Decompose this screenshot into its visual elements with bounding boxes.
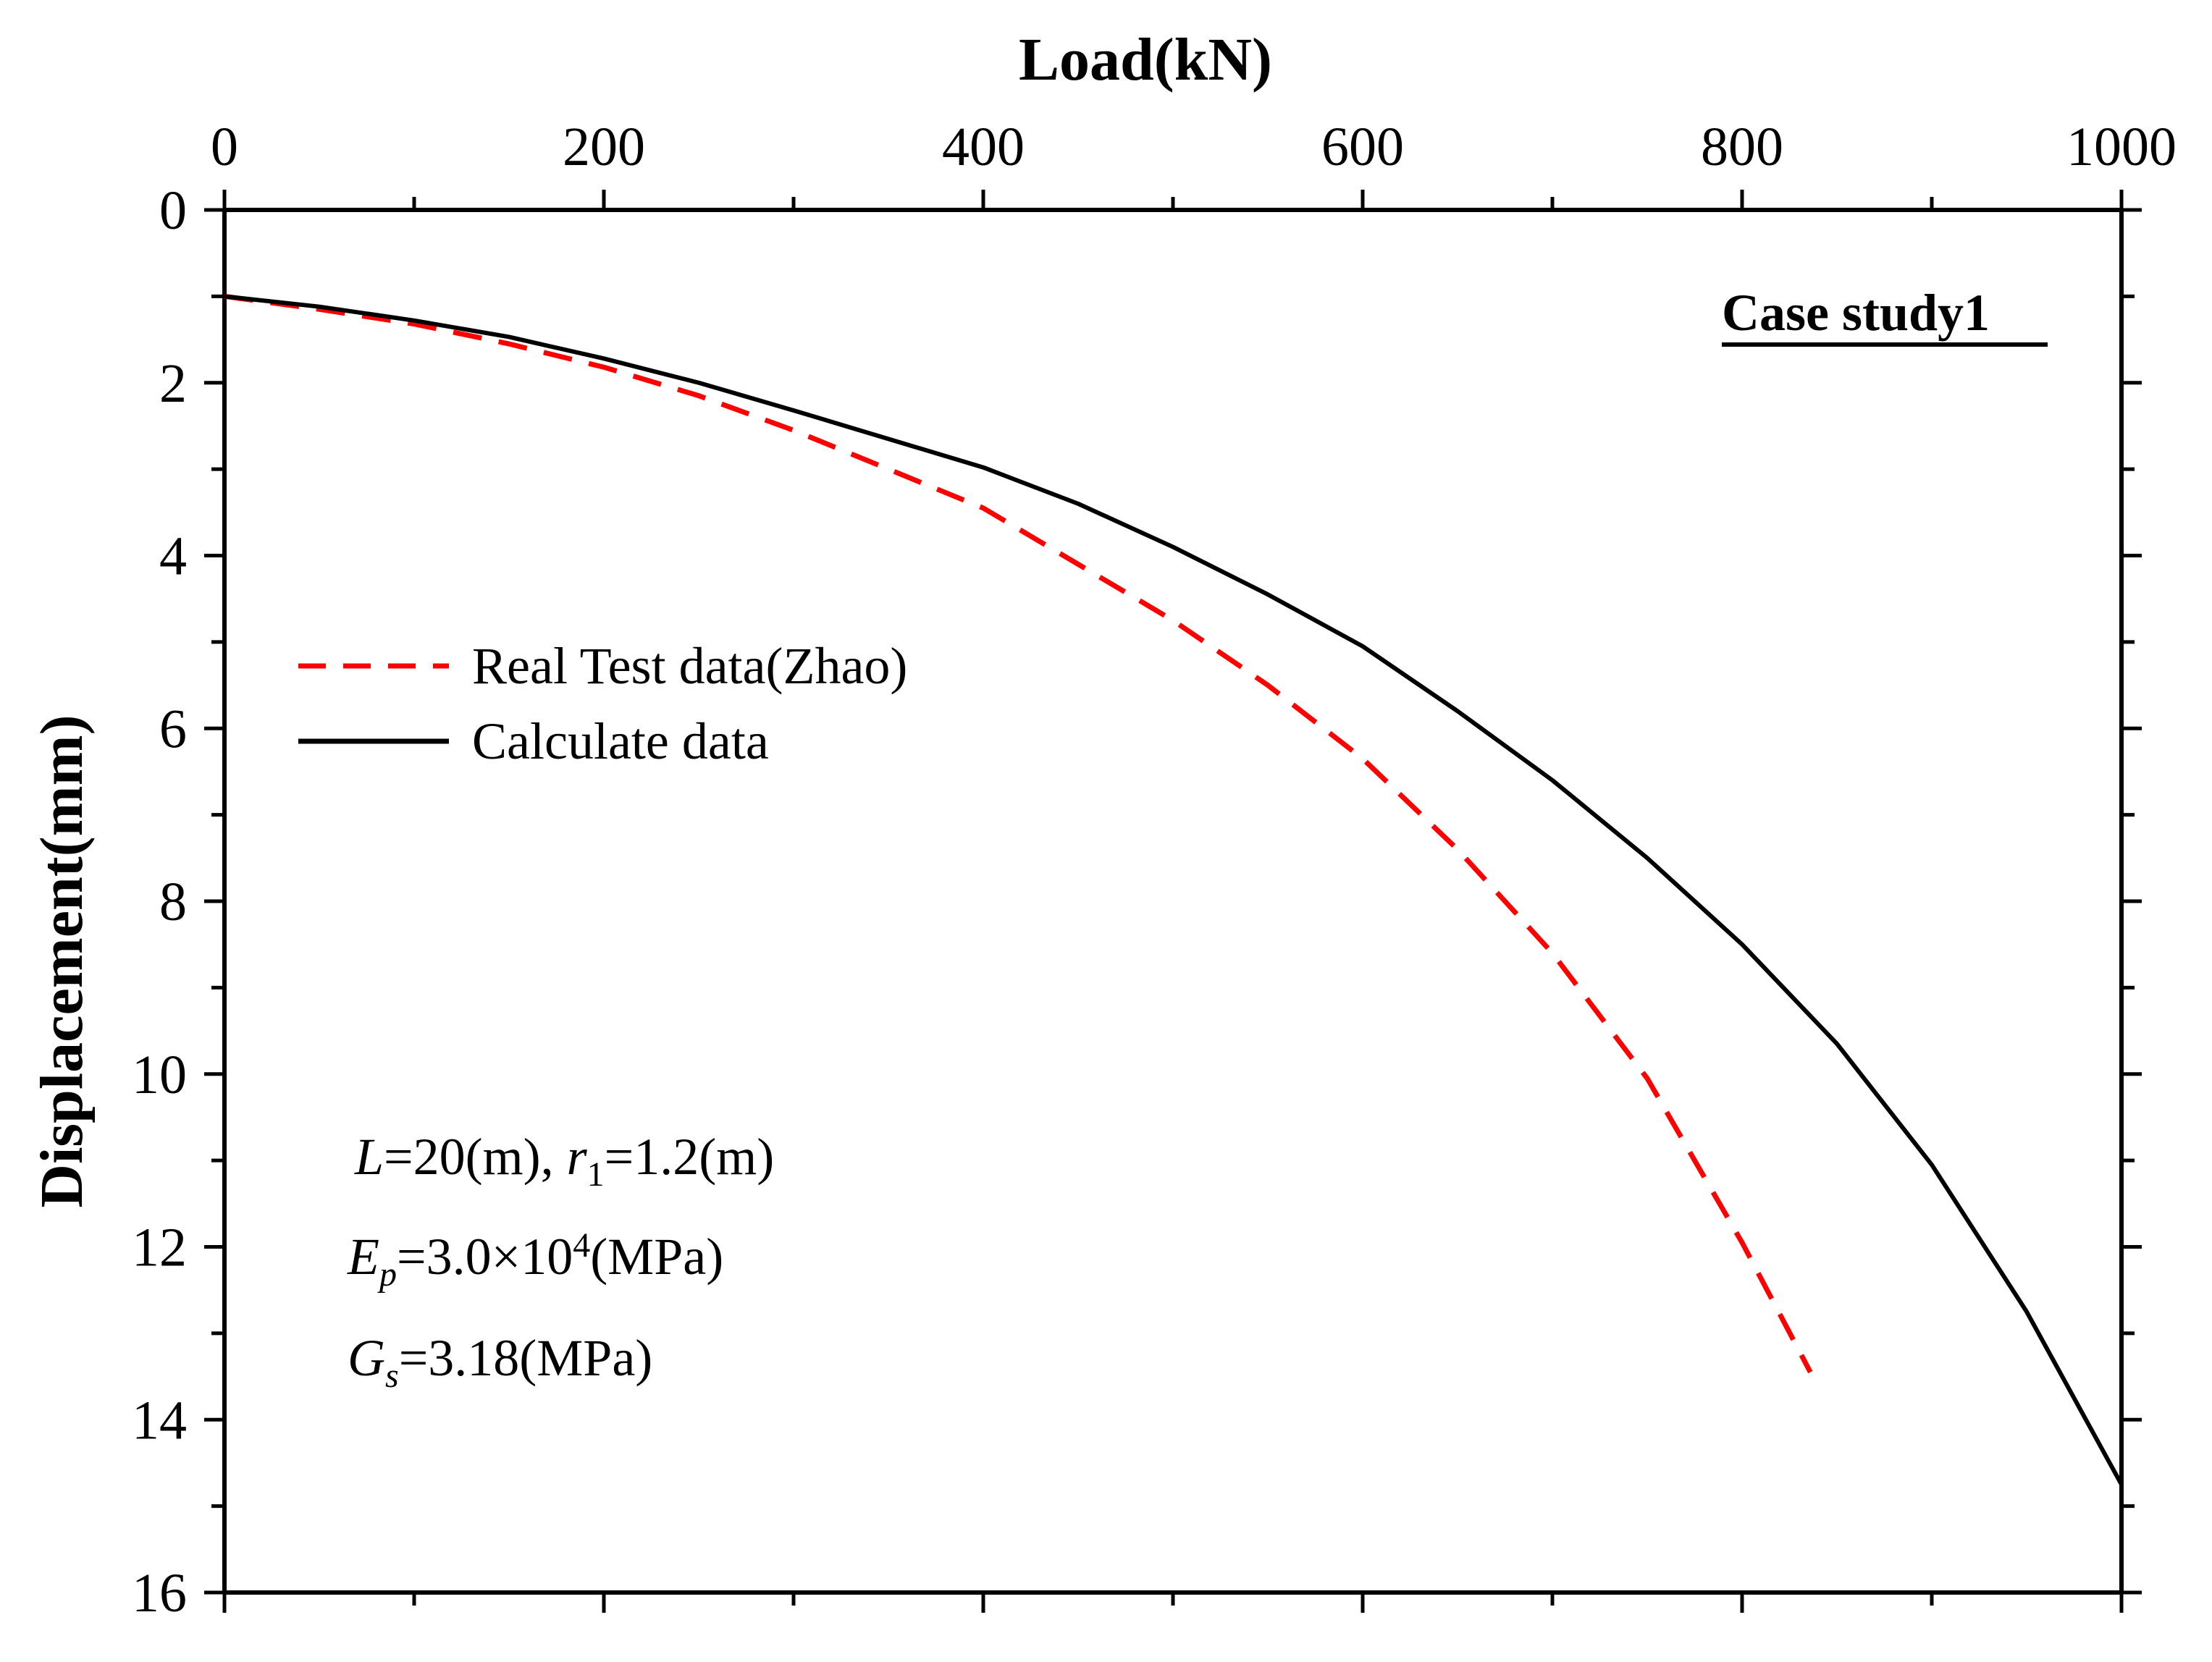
y-tick-label: 10	[132, 1045, 187, 1105]
x-tick-label: 200	[563, 117, 645, 177]
annotation-params-shear-modulus: Gs=3.18(MPa)	[348, 1329, 652, 1395]
annotation-part: =3.18(MPa)	[399, 1329, 653, 1387]
x-tick-label: 800	[1701, 117, 1783, 177]
annotation-part: =1.2(m)	[605, 1128, 775, 1186]
annotation-part: (MPa)	[590, 1228, 723, 1286]
legend-calculate-label: Calculate data	[472, 712, 769, 770]
annotation-part: r	[567, 1128, 588, 1186]
x-tick-label: 0	[211, 117, 238, 177]
annotation-part: =20(m),	[384, 1128, 567, 1186]
series-real-test-line	[224, 293, 1813, 1374]
series-calculate-line	[224, 294, 2124, 1486]
annotation-part: G	[348, 1329, 385, 1387]
annotation-part: L	[354, 1128, 384, 1186]
y-axis-title: Displacement(mm)	[28, 714, 96, 1207]
series-layer	[224, 293, 2124, 1486]
parameter-annotations: L=20(m), r1=1.2(m) Ep=3.0×104(MPa) Gs=3.…	[347, 1128, 774, 1395]
x-tick-label: 400	[942, 117, 1025, 177]
y-tick-label: 12	[132, 1218, 187, 1278]
y-tick-label: 2	[159, 353, 187, 414]
case-label: Case study1	[1722, 284, 1990, 342]
annotation-part: E	[347, 1228, 379, 1286]
annotation-params-length-radius: L=20(m), r1=1.2(m)	[354, 1128, 774, 1194]
y-tick-label: 0	[159, 180, 187, 241]
annotation-part: s	[385, 1357, 399, 1395]
x-tick-label: 600	[1321, 117, 1404, 177]
x-axis-title: Load(kN)	[1019, 26, 1272, 93]
x-tick-label: 1000	[2066, 117, 2177, 177]
case-label-group: Case study1	[1722, 284, 2048, 347]
annotation-part: 4	[573, 1226, 590, 1265]
annotation-part: p	[377, 1255, 397, 1294]
annotation-part: =3.0×10	[397, 1228, 573, 1286]
y-tick-label: 16	[132, 1563, 187, 1624]
y-tick-label: 8	[159, 872, 187, 932]
y-tick-label: 4	[159, 526, 187, 587]
annotation-part: 1	[587, 1155, 605, 1194]
legend-real-test-label: Real Test data(Zhao)	[472, 637, 907, 695]
legend: Real Test data(Zhao) Calculate data	[298, 637, 907, 770]
y-tick-label: 14	[132, 1390, 187, 1451]
y-tick-label: 6	[159, 699, 187, 759]
annotation-params-pile-modulus: Ep=3.0×104(MPa)	[347, 1226, 723, 1294]
